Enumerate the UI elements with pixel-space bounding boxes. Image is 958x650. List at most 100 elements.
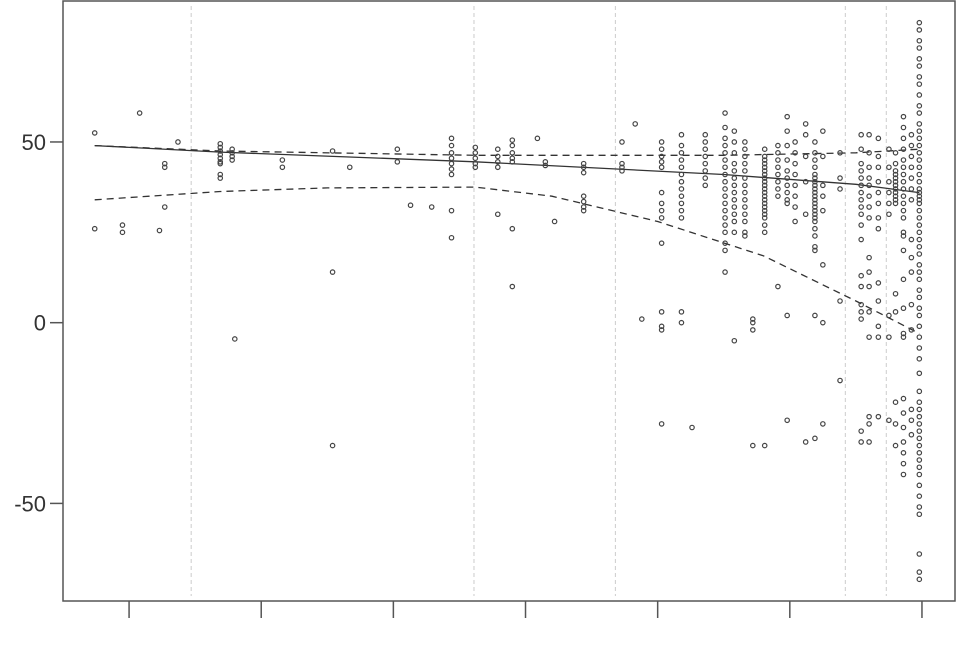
- data-point: [916, 81, 923, 87]
- data-point: [916, 215, 923, 221]
- data-point: [866, 131, 872, 138]
- data-point: [775, 164, 781, 171]
- data-point: [812, 175, 818, 181]
- data-point: [820, 128, 826, 134]
- data-point: [900, 395, 907, 402]
- data-point: [812, 435, 818, 442]
- data-point: [875, 225, 882, 232]
- data-point: [916, 189, 923, 196]
- data-point: [812, 186, 818, 192]
- data-point: [761, 215, 768, 221]
- data-point: [900, 471, 907, 478]
- data-point: [916, 399, 923, 406]
- data-point: [619, 164, 625, 171]
- data-point: [678, 142, 685, 149]
- data-point: [886, 164, 892, 171]
- data-point: [731, 168, 738, 174]
- data-point: [916, 276, 923, 283]
- data-point: [916, 504, 923, 510]
- data-point: [900, 146, 907, 152]
- data-point: [702, 131, 709, 138]
- data-point: [916, 193, 923, 199]
- data-point: [678, 319, 685, 326]
- data-point: [509, 142, 516, 149]
- data-point: [702, 139, 709, 145]
- data-point: [279, 157, 286, 163]
- data-point: [892, 442, 899, 449]
- plot-frame: [62, 0, 956, 602]
- data-point: [229, 146, 235, 152]
- data-point: [678, 171, 685, 178]
- data-point: [812, 215, 818, 221]
- data-point: [136, 110, 143, 116]
- data-point: [802, 131, 809, 138]
- data-point: [394, 159, 401, 165]
- data-point: [812, 200, 818, 207]
- data-point: [580, 198, 587, 205]
- data-point: [866, 334, 872, 340]
- data-point: [678, 186, 685, 192]
- data-point: [908, 196, 915, 203]
- data-point: [722, 247, 728, 254]
- data-point: [858, 236, 864, 243]
- data-point: [802, 121, 809, 127]
- data-point: [916, 135, 923, 142]
- data-point: [916, 19, 923, 26]
- data-point: [775, 193, 781, 199]
- data-point: [866, 164, 872, 171]
- data-point: [551, 218, 558, 225]
- data-point: [731, 196, 738, 203]
- data-point: [750, 327, 756, 333]
- data-point: [892, 290, 899, 297]
- data-point: [892, 178, 899, 185]
- data-point: [900, 186, 907, 192]
- data-point: [908, 236, 915, 243]
- data-point: [858, 439, 864, 445]
- data-point: [900, 276, 907, 283]
- data-point: [820, 153, 826, 160]
- data-point: [428, 204, 435, 210]
- data-point: [916, 305, 923, 312]
- data-point: [892, 399, 899, 406]
- data-point: [900, 193, 907, 199]
- data-point: [775, 157, 781, 163]
- data-point: [916, 464, 923, 471]
- data-point: [916, 251, 923, 257]
- data-point: [229, 150, 235, 156]
- data-point: [632, 121, 639, 127]
- data-point: [658, 240, 665, 246]
- data-point: [812, 218, 818, 225]
- data-point: [775, 186, 781, 192]
- data-point: [916, 262, 923, 268]
- data-point: [820, 207, 826, 214]
- data-point: [217, 155, 224, 162]
- data-point: [722, 135, 728, 142]
- data-point: [702, 146, 709, 152]
- data-point: [761, 204, 768, 210]
- data-point: [678, 150, 685, 156]
- data-point: [858, 211, 864, 218]
- data-point: [900, 247, 907, 254]
- data-point: [784, 113, 790, 120]
- data-point: [722, 157, 728, 163]
- data-point: [329, 442, 336, 449]
- data-point: [761, 182, 768, 189]
- data-point: [494, 146, 501, 152]
- data-point: [784, 200, 790, 207]
- data-point: [731, 218, 738, 225]
- data-point: [448, 171, 455, 178]
- data-point: [761, 196, 768, 203]
- data-point: [916, 269, 923, 275]
- data-point: [678, 309, 685, 315]
- data-point: [866, 193, 872, 199]
- data-point: [916, 164, 923, 171]
- data-point: [784, 128, 790, 134]
- data-point: [858, 168, 864, 174]
- data-point: [900, 178, 907, 185]
- data-point: [731, 150, 738, 156]
- data-point: [875, 164, 882, 171]
- data-point: [542, 162, 549, 169]
- data-point: [916, 576, 923, 583]
- data-point: [792, 160, 798, 167]
- data-point: [119, 222, 126, 228]
